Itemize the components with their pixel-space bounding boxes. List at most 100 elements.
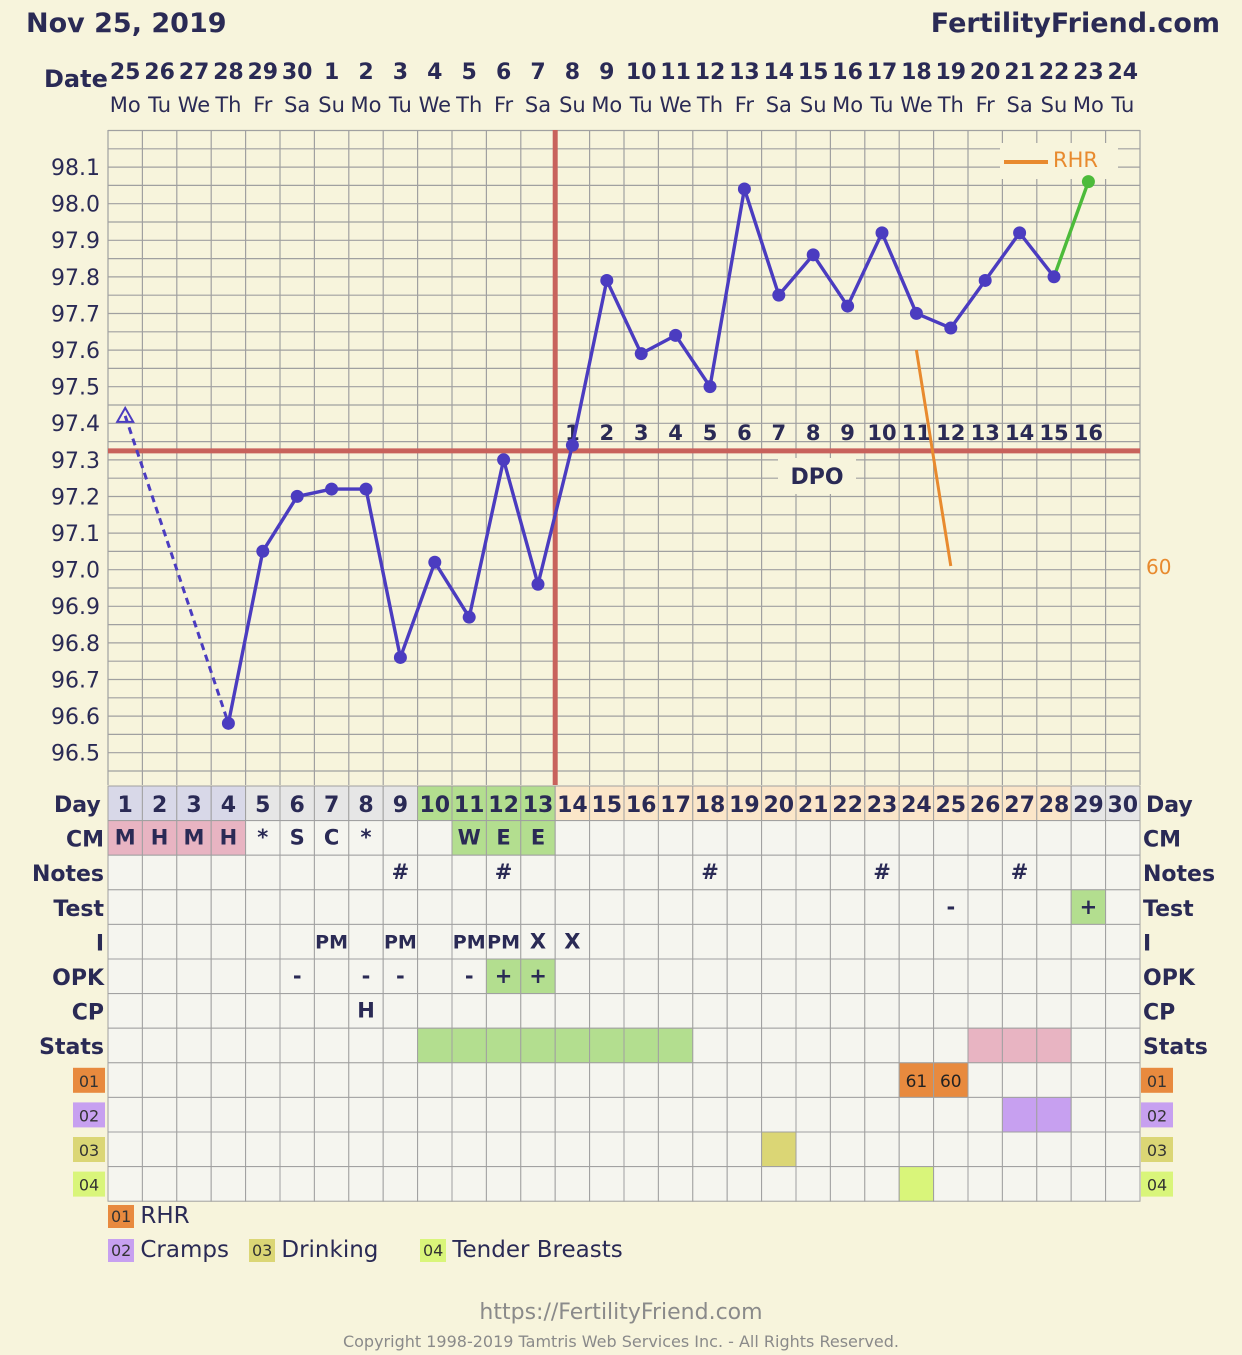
row-cell <box>485 1096 522 1133</box>
row-cell <box>485 820 522 856</box>
weekday-tick: Fr <box>735 93 755 117</box>
row-cell <box>795 1096 831 1133</box>
weekday-tick: Su <box>800 93 827 117</box>
category-code-right: 04 <box>1147 1176 1167 1195</box>
row-cell <box>726 1131 763 1168</box>
row-value: S <box>290 826 305 850</box>
row-cell <box>417 993 453 1029</box>
weekday-tick: Sa <box>1006 93 1032 117</box>
day-tick: 5 <box>255 793 270 818</box>
category-code-left: 01 <box>79 1072 99 1091</box>
row-cell <box>761 854 797 891</box>
row-cell <box>210 1062 247 1098</box>
row-cell <box>141 1027 178 1064</box>
date-tick: 8 <box>565 60 580 85</box>
day-cell <box>864 785 900 822</box>
row-cell <box>141 923 178 960</box>
dpo-tick: 5 <box>703 421 718 445</box>
row-cell <box>417 854 453 891</box>
day-tick: 8 <box>358 793 373 818</box>
row-cell <box>279 854 315 891</box>
temp-point-open <box>115 405 135 423</box>
row-cell <box>1036 993 1072 1029</box>
row-value: 61 <box>906 1072 928 1092</box>
temp-point <box>600 273 614 287</box>
day-tick: 7 <box>324 793 339 818</box>
row-cell <box>1001 958 1038 995</box>
category-code-left: 02 <box>79 1106 99 1125</box>
site-name[interactable]: FertilityFriend.com <box>930 8 1220 39</box>
row-cell <box>554 889 591 925</box>
date-tick: 9 <box>599 60 614 85</box>
temp-point <box>875 226 889 240</box>
row-cell <box>176 1062 212 1098</box>
y-tick: 97.6 <box>51 339 100 364</box>
day-cell <box>795 785 831 822</box>
row-value: H <box>357 999 375 1023</box>
row-cell <box>657 923 694 960</box>
category-code-right: 01 <box>1147 1072 1167 1091</box>
row-cell <box>1105 923 1141 960</box>
row-cell <box>451 1166 487 1202</box>
day-tick: 27 <box>1004 793 1035 818</box>
legend-swatch-03: 03 <box>249 1238 276 1262</box>
row-cell <box>176 1131 212 1168</box>
row-cell <box>726 854 763 891</box>
row-cell <box>898 1166 935 1202</box>
row-value: # <box>873 860 891 884</box>
row-cell <box>313 854 350 891</box>
row-cell <box>485 854 522 891</box>
weekday-tick: We <box>900 93 932 117</box>
row-cell <box>726 1027 763 1064</box>
row-cell <box>348 1027 384 1064</box>
row-label-right: CM <box>1143 828 1181 853</box>
row-cell <box>795 1062 831 1098</box>
weekday-tick: Fr <box>494 93 514 117</box>
row-cell <box>176 993 212 1029</box>
y-tick: 97.4 <box>51 412 100 437</box>
row-cell <box>1105 820 1141 856</box>
row-cell <box>245 854 281 891</box>
row-cell <box>726 993 763 1029</box>
row-cell <box>623 1096 659 1133</box>
temp-line-dashed <box>123 415 230 724</box>
footer-url[interactable]: https://FertilityFriend.com <box>479 1300 763 1325</box>
row-cell <box>245 923 281 960</box>
row-cell <box>623 1027 659 1064</box>
row-cell <box>485 923 522 960</box>
category-badge-left <box>73 1137 105 1162</box>
row-value: * <box>361 826 372 850</box>
day-tick: 6 <box>290 793 305 818</box>
row-cell <box>520 1166 556 1202</box>
row-cell <box>692 923 728 960</box>
row-value: # <box>392 860 410 884</box>
row-cell <box>313 1166 350 1202</box>
row-cell <box>313 923 350 960</box>
row-cell <box>417 820 453 856</box>
row-label-left: Notes <box>32 862 104 887</box>
row-value: + <box>495 964 513 988</box>
row-cell <box>1105 1027 1141 1064</box>
row-cell <box>485 889 522 925</box>
row-cell <box>829 820 866 856</box>
row-value: - <box>396 964 405 988</box>
date-tick: 22 <box>1039 60 1070 85</box>
row-cell <box>382 1062 419 1098</box>
row-label-right: CP <box>1143 1001 1175 1026</box>
day-cell <box>933 785 969 822</box>
row-cell <box>692 1062 728 1098</box>
row-value: W <box>458 826 481 850</box>
date-tick: 6 <box>496 60 511 85</box>
row-cell <box>1001 923 1038 960</box>
legend-item-03: 03 Drinking <box>249 1237 378 1263</box>
row-cell <box>348 923 384 960</box>
row-cell <box>761 1027 797 1064</box>
day-cell <box>313 785 350 822</box>
y-tick: 98.0 <box>51 193 100 218</box>
date-tick: 15 <box>798 60 829 85</box>
row-cell <box>761 993 797 1029</box>
row-cell <box>485 1166 522 1202</box>
row-cell <box>967 1166 1003 1202</box>
row-cell <box>107 854 143 891</box>
row-cell <box>451 1062 487 1098</box>
